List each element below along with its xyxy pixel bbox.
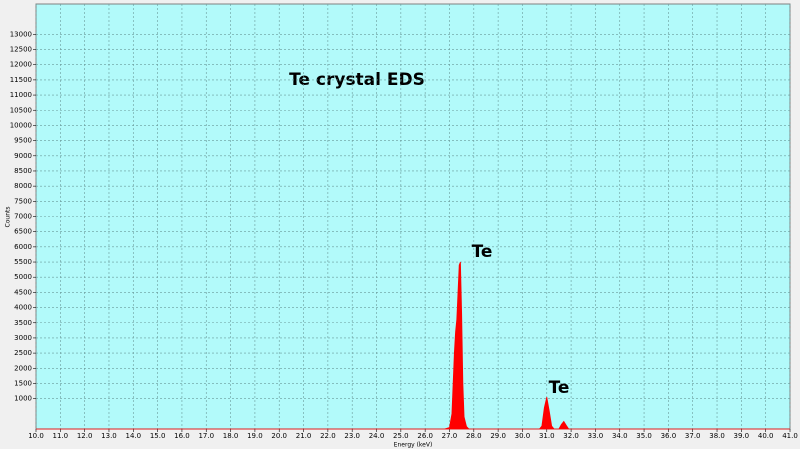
y-tick-label: 6500: [14, 228, 32, 236]
x-tick-label: 28.0: [466, 432, 482, 440]
x-tick-label: 38.0: [709, 432, 725, 440]
peak-label: Te: [472, 242, 493, 262]
x-tick-label: 40.0: [758, 432, 774, 440]
x-tick-label: 36.0: [661, 432, 677, 440]
x-tick-label: 34.0: [612, 432, 628, 440]
x-tick-label: 12.0: [77, 432, 93, 440]
x-tick-label: 16.0: [174, 432, 190, 440]
y-tick-label: 10000: [10, 121, 32, 129]
y-tick-label: 12000: [10, 61, 32, 69]
y-tick-label: 9500: [14, 137, 32, 145]
y-tick-label: 8000: [14, 182, 32, 190]
x-tick-label: 23.0: [344, 432, 360, 440]
y-tick-label: 11500: [10, 76, 32, 84]
y-tick-label: 13000: [10, 30, 32, 38]
x-tick-label: 18.0: [223, 432, 239, 440]
x-tick-label: 32.0: [563, 432, 579, 440]
y-tick-label: 1500: [14, 379, 32, 387]
x-tick-label: 15.0: [150, 432, 166, 440]
y-tick-label: 12500: [10, 46, 32, 54]
y-tick-label: 10500: [10, 106, 32, 114]
y-tick-label: 4000: [14, 304, 32, 312]
y-tick-label: 9000: [14, 152, 32, 160]
y-tick-label: 5500: [14, 258, 32, 266]
y-tick-label: 3500: [14, 319, 32, 327]
y-axis-label: Counts: [5, 207, 12, 228]
x-tick-label: 33.0: [588, 432, 604, 440]
y-tick-label: 3000: [14, 334, 32, 342]
x-axis-label: Energy (keV): [394, 442, 433, 449]
x-tick-label: 22.0: [320, 432, 336, 440]
x-tick-label: 11.0: [53, 432, 69, 440]
x-tick-label: 14.0: [125, 432, 141, 440]
x-tick-label: 21.0: [296, 432, 312, 440]
x-tick-label: 20.0: [271, 432, 287, 440]
y-tick-label: 8500: [14, 167, 32, 175]
x-tick-label: 35.0: [636, 432, 652, 440]
x-tick-label: 17.0: [198, 432, 214, 440]
y-tick-label: 2000: [14, 364, 32, 372]
x-tick-label: 10.0: [28, 432, 44, 440]
x-tick-label: 41.0: [782, 432, 798, 440]
x-tick-label: 30.0: [515, 432, 531, 440]
y-tick-label: 6000: [14, 243, 32, 251]
x-tick-label: 25.0: [393, 432, 409, 440]
y-tick-label: 7000: [14, 213, 32, 221]
x-tick-label: 26.0: [417, 432, 433, 440]
x-tick-label: 37.0: [685, 432, 701, 440]
y-tick-label: 1000: [14, 395, 32, 403]
peak-label: Te: [549, 378, 570, 398]
x-tick-label: 31.0: [539, 432, 555, 440]
y-tick-label: 7500: [14, 197, 32, 205]
y-tick-label: 5000: [14, 273, 32, 281]
y-tick-label: 2500: [14, 349, 32, 357]
y-tick-label: 4500: [14, 288, 32, 296]
x-tick-label: 19.0: [247, 432, 263, 440]
y-tick-label: 11000: [10, 91, 32, 99]
spectrum: [36, 261, 790, 430]
x-tick-label: 39.0: [734, 432, 750, 440]
x-tick-label: 13.0: [101, 432, 117, 440]
x-tick-label: 29.0: [490, 432, 506, 440]
x-tick-label: 27.0: [442, 432, 458, 440]
x-tick-label: 24.0: [369, 432, 385, 440]
